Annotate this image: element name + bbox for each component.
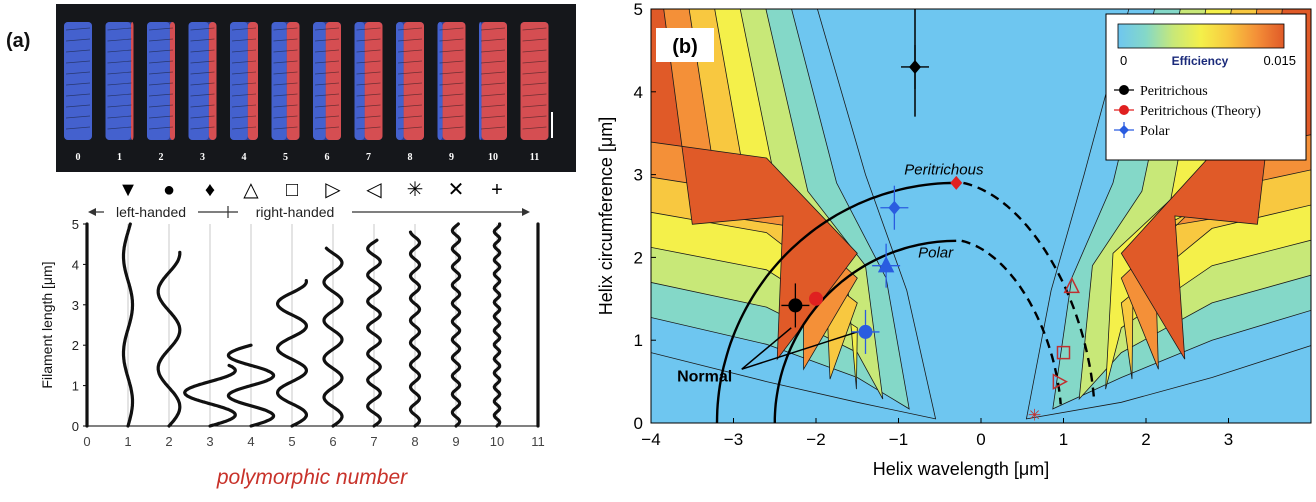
panel-a-label: (a): [6, 30, 30, 53]
polymorph-symbol: △: [243, 179, 259, 201]
photo-number-label: 7: [366, 152, 371, 163]
legend-marker: [1119, 105, 1129, 115]
x-tick-label: 2: [1141, 430, 1150, 449]
y-tick-label: 4: [634, 83, 643, 102]
legend-marker: [1119, 85, 1129, 95]
photo-number-label: 0: [76, 152, 81, 163]
y-tick-label: 3: [634, 166, 643, 185]
x-tick-label: 5: [288, 434, 295, 449]
annotation-normal: Normal: [677, 369, 732, 386]
y-tick-label: 3: [72, 298, 79, 313]
efficiency-contour-chart: −4 −3 −2 −1 0 1 2 3 0 1 2 3 4 5 Helix wavelength [μm] H…: [590, 0, 1316, 497]
filament-waveform: [368, 240, 381, 426]
y-tick-label: 2: [634, 248, 643, 267]
legend-label: Peritrichous: [1140, 84, 1208, 99]
colorbar-min: 0: [1120, 53, 1127, 68]
polymorph-symbol: ✕: [448, 179, 465, 201]
y-tick-label: 5: [72, 217, 79, 232]
polymorph-symbol: ▷: [325, 179, 341, 201]
x-tick-label: 2: [165, 434, 172, 449]
x-tick-label: 7: [370, 434, 377, 449]
left-handed-label: left-handed: [116, 204, 186, 220]
x-tick-label: 11: [531, 434, 545, 449]
filament-waveform: [494, 224, 499, 426]
x-tick-label: 4: [247, 434, 254, 449]
arrow-head-right: [522, 208, 530, 216]
x-tick-label: −1: [889, 430, 908, 449]
x-tick-label: 3: [1224, 430, 1233, 449]
x-tick-label: 0: [976, 430, 985, 449]
x-axis-label: Helix wavelength [μm]: [873, 459, 1049, 479]
y-axis-label: Filament length [μm]: [39, 261, 55, 388]
rod-blue-face: [355, 22, 365, 140]
colorbar: [1118, 24, 1284, 48]
photo-number-label: 5: [283, 152, 288, 163]
x-tick-label: 3: [206, 434, 213, 449]
photo-number-label: 3: [200, 152, 205, 163]
y-tick-label: 0: [72, 419, 79, 434]
x-tick-label: 1: [124, 434, 131, 449]
photo-number-label: 11: [530, 152, 539, 163]
rod-red-face: [170, 22, 175, 140]
photo-number-label: 6: [325, 152, 330, 163]
arrow-head-left: [88, 208, 96, 216]
polymorph-symbol: ▼: [118, 179, 138, 201]
x-tick-label: 1: [1059, 430, 1068, 449]
y-tick-label: 2: [72, 338, 79, 353]
colorbar-title: Efficiency: [1172, 54, 1229, 68]
annotation-peritrichous: Peritrichous: [904, 161, 984, 178]
photo-number-label: 2: [159, 152, 164, 163]
rod-blue-face: [313, 22, 326, 140]
x-tick-label: 9: [452, 434, 459, 449]
photo-number-label: 10: [488, 152, 498, 163]
annotation-polar: Polar: [918, 244, 954, 261]
legend-label: Peritrichous (Theory): [1140, 104, 1261, 119]
rod-blue-face: [479, 22, 482, 140]
x-tick-label: −3: [724, 430, 743, 449]
y-tick-label: 0: [634, 414, 643, 433]
rod-red-face: [131, 22, 134, 140]
polymorph-symbol: ♦: [205, 179, 215, 201]
data-marker: [859, 325, 873, 339]
panel-b-label: (b): [672, 36, 698, 58]
photo-number-label: 4: [242, 152, 247, 163]
photo-number-label: 1: [117, 152, 122, 163]
x-tick-label: −2: [806, 430, 825, 449]
colorbar-max: 0.015: [1263, 53, 1296, 68]
rod-blue-face: [438, 22, 443, 140]
polymorph-symbol: ◁: [366, 179, 382, 201]
x-tick-label: 8: [411, 434, 418, 449]
y-tick-label: 1: [72, 379, 79, 394]
polymorph-symbol: +: [491, 179, 503, 201]
x-tick-label: −4: [641, 430, 660, 449]
polymorph-symbol: ●: [163, 179, 175, 201]
rod-blue-face: [396, 22, 404, 140]
polymorph-symbol: ✳: [407, 179, 424, 201]
x-tick-label: 10: [490, 434, 504, 449]
legend-label: Polar: [1140, 124, 1170, 139]
photo-number-label: 9: [449, 152, 454, 163]
y-tick-label: 5: [634, 0, 643, 19]
right-handed-label: right-handed: [256, 204, 335, 220]
waveform-chart: ▼●♦△□▷◁✳✕+left-handedleft-handedright-ha…: [0, 172, 590, 497]
flagella-photo: 0 1 2 3 4 5 6 7 8 9 10 11: [56, 4, 576, 172]
x-tick-label: 0: [83, 434, 90, 449]
x-tick-label: 6: [329, 434, 336, 449]
y-tick-label: 1: [634, 331, 643, 350]
data-marker: [788, 298, 802, 312]
polymorph-symbol: □: [286, 179, 298, 201]
data-marker: [809, 292, 823, 306]
x-axis-label: polymorphic number: [216, 466, 408, 489]
photo-number-label: 8: [408, 152, 413, 163]
y-tick-label: 4: [72, 257, 79, 272]
data-marker: ✳: [1028, 408, 1041, 425]
y-axis-label: Helix circumference [μm]: [596, 117, 616, 315]
rod-blue-face: [272, 22, 287, 140]
